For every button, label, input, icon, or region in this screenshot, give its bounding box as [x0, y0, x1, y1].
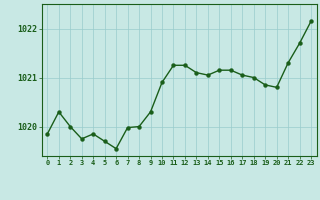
Text: Graphe pression niveau de la mer (hPa): Graphe pression niveau de la mer (hPa)	[58, 185, 262, 194]
